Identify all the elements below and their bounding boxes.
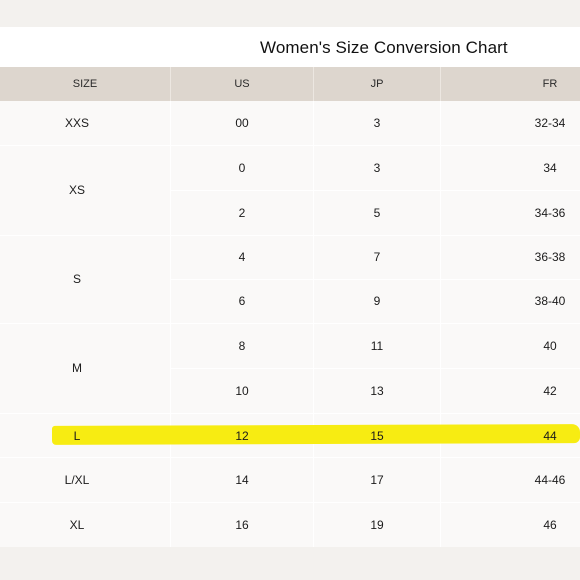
fr-value: 42 — [543, 384, 557, 398]
us-value: 4 — [238, 250, 246, 264]
row-divider — [170, 368, 580, 369]
fr-value: 34 — [543, 161, 557, 175]
us-value: 12 — [235, 429, 249, 443]
us-value: 16 — [235, 518, 249, 532]
us-value: 10 — [235, 384, 249, 398]
size-label-m: M — [72, 361, 82, 375]
fr-value: 38-40 — [534, 294, 566, 308]
jp-value: 17 — [370, 473, 384, 487]
chart-title: Women's Size Conversion Chart — [260, 38, 508, 57]
size-label-l: L — [73, 429, 81, 443]
us-value: 2 — [238, 206, 246, 220]
row-divider — [0, 323, 580, 324]
header-divider — [170, 67, 171, 101]
jp-value: 3 — [373, 116, 381, 130]
jp-value: 7 — [373, 250, 381, 264]
header-divider — [440, 67, 441, 101]
table-header-row: SIZE US JP FR — [0, 67, 580, 101]
size-label-xxs: XXS — [64, 116, 89, 130]
us-value: 0 — [238, 161, 246, 175]
us-value: 6 — [238, 294, 246, 308]
jp-value: 9 — [373, 294, 381, 308]
jp-value: 11 — [370, 339, 384, 353]
bottom-background-band — [0, 547, 580, 580]
row-divider — [0, 457, 580, 458]
column-header-us: US — [234, 78, 250, 90]
fr-value: 44 — [543, 429, 557, 443]
jp-value: 3 — [373, 161, 381, 175]
size-label-s: S — [72, 272, 81, 286]
column-header-fr: FR — [542, 78, 558, 90]
column-header-jp: JP — [370, 78, 384, 90]
size-label-lxl: L/XL — [64, 473, 90, 487]
column-divider — [313, 101, 314, 547]
fr-value: 34-36 — [534, 206, 566, 220]
jp-value: 5 — [373, 206, 381, 220]
jp-value: 15 — [370, 429, 384, 443]
top-background-band — [0, 0, 580, 27]
size-label-xs: XS — [68, 183, 85, 197]
table-body — [0, 101, 580, 547]
row-divider — [170, 190, 580, 191]
us-value: 8 — [238, 339, 246, 353]
header-divider — [313, 67, 314, 101]
row-divider — [170, 279, 580, 280]
size-label-xl: XL — [69, 518, 85, 532]
column-divider — [170, 101, 171, 547]
fr-value: 44-46 — [534, 473, 566, 487]
column-header-size: SIZE — [72, 78, 98, 90]
fr-value: 40 — [543, 339, 557, 353]
jp-value: 19 — [370, 518, 384, 532]
column-divider — [440, 101, 441, 547]
fr-value: 46 — [543, 518, 557, 532]
fr-value: 36-38 — [534, 250, 566, 264]
row-divider — [0, 502, 580, 503]
row-divider — [0, 413, 580, 414]
fr-value: 32-34 — [534, 116, 566, 130]
us-value: 14 — [235, 473, 249, 487]
jp-value: 13 — [370, 384, 384, 398]
us-value: 00 — [235, 116, 249, 130]
row-divider — [0, 235, 580, 236]
row-divider — [0, 145, 580, 146]
